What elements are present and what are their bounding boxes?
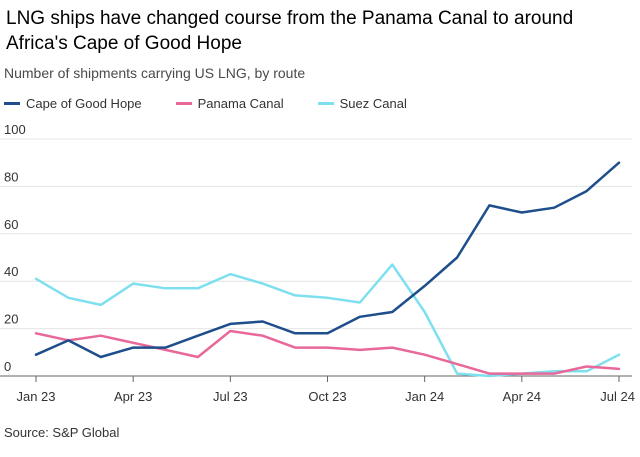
legend-item-suez: Suez Canal — [317, 96, 407, 111]
legend-item-cape: Cape of Good Hope — [4, 96, 142, 111]
y-tick-label-0: 0 — [4, 359, 11, 374]
legend-label-panama: Panama Canal — [197, 96, 284, 111]
y-tick-label-60: 60 — [4, 217, 18, 232]
source-note: Source: S&P Global — [4, 425, 120, 440]
legend: Cape of Good Hope Panama Canal Suez Cana… — [4, 96, 441, 111]
x-tick-label-6: Jul 24 — [600, 389, 635, 404]
x-tick-label-2: Jul 23 — [213, 389, 248, 404]
series-line-cape-of-good-hope — [34, 161, 621, 359]
chart-title: LNG ships have changed course from the P… — [6, 8, 574, 54]
x-tick-label-3: Oct 23 — [308, 389, 346, 404]
x-tick-label-0: Jan 23 — [16, 389, 55, 404]
legend-item-panama: Panama Canal — [175, 96, 284, 111]
x-tick-label-1: Apr 23 — [114, 389, 152, 404]
y-tick-label-40: 40 — [4, 264, 18, 279]
legend-swatch-suez — [317, 102, 334, 105]
legend-swatch-cape — [4, 102, 20, 105]
y-tick-label-20: 20 — [4, 312, 18, 327]
y-tick-label-80: 80 — [4, 169, 18, 184]
x-tick-label-4: Jan 24 — [405, 389, 444, 404]
y-tick-label-100: 100 — [4, 122, 26, 137]
legend-label-suez: Suez Canal — [339, 96, 407, 111]
x-tick-label-5: Apr 24 — [503, 389, 541, 404]
legend-swatch-panama — [175, 102, 192, 105]
legend-label-cape: Cape of Good Hope — [26, 96, 142, 111]
series-line-panama-canal — [34, 329, 621, 375]
chart-subtitle: Number of shipments carrying US LNG, by … — [4, 65, 306, 81]
